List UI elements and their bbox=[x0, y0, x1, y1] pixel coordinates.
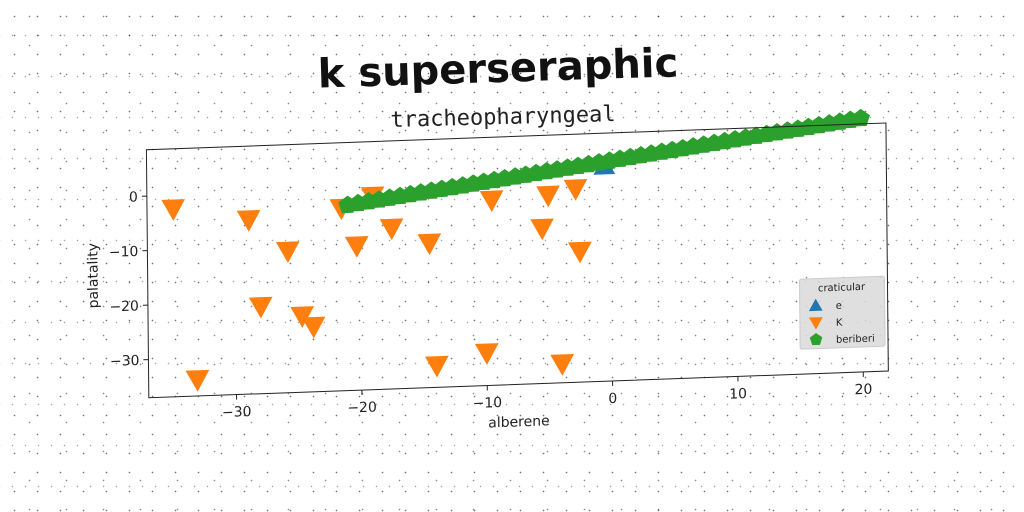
legend-marker-1 bbox=[808, 298, 823, 312]
data-point-series-2-11 bbox=[379, 218, 404, 241]
data-point-series-2-7 bbox=[301, 316, 326, 339]
data-point-series-2-6 bbox=[290, 306, 315, 328]
chart-subtitle-group: tracheopharyngeal bbox=[390, 102, 616, 133]
y-axis-label: palatality bbox=[85, 243, 102, 309]
legend-label-2: K bbox=[836, 318, 843, 329]
chart-subtitle: tracheopharyngeal bbox=[390, 102, 616, 133]
data-point-series-2-14 bbox=[474, 343, 499, 365]
x-tick-label: −10 bbox=[473, 395, 503, 412]
data-point-series-2-3 bbox=[236, 209, 261, 232]
data-point-series-2-20 bbox=[568, 241, 592, 264]
legend-title: craticular bbox=[818, 282, 866, 295]
legend-label-1: e bbox=[836, 301, 842, 312]
data-point-series-2-17 bbox=[536, 185, 560, 208]
x-tick-label: −20 bbox=[347, 400, 377, 417]
y-axis-ticks: 0 −10 −20 −30 bbox=[109, 189, 149, 370]
data-point-series-3-50 bbox=[851, 108, 870, 127]
y-tick-label: −10 bbox=[109, 244, 139, 261]
chart-title-group: k superseraphic bbox=[317, 40, 679, 97]
data-point-series-2-4 bbox=[248, 296, 273, 319]
x-axis-label: alberene bbox=[488, 413, 550, 431]
legend-box bbox=[798, 275, 886, 350]
data-point-series-2-18 bbox=[550, 353, 575, 376]
y-tick-label: −30 bbox=[110, 353, 140, 370]
legend-label-3: beriberi bbox=[836, 333, 875, 345]
data-marks bbox=[161, 108, 870, 392]
y-tick-label: 0 bbox=[129, 189, 138, 205]
plot-area: −30 −20 −10 0 10 20 0 −10 −20 −30 alberene palat… bbox=[85, 108, 889, 431]
chart-title: k superseraphic bbox=[317, 40, 679, 97]
x-axis-ticks: −30 −20 −10 0 10 20 bbox=[222, 371, 872, 421]
x-tick-label: −30 bbox=[222, 404, 252, 421]
data-point-series-2-12 bbox=[417, 233, 442, 256]
legend-marker-2 bbox=[808, 317, 823, 330]
plot-frame bbox=[145, 122, 889, 399]
data-point-series-2-15 bbox=[479, 190, 504, 213]
data-point-series-2-19 bbox=[563, 179, 588, 201]
data-point-series-2-1 bbox=[161, 199, 186, 221]
x-tick-label: 0 bbox=[608, 391, 617, 407]
y-tick-label: −20 bbox=[109, 298, 139, 315]
data-point-series-2-13 bbox=[424, 355, 449, 378]
data-point-series-2-9 bbox=[344, 236, 369, 258]
data-point-series-2-2 bbox=[185, 369, 210, 392]
x-tick-label: 10 bbox=[729, 386, 747, 403]
data-point-series-2-5 bbox=[275, 241, 300, 264]
data-point-series-2-16 bbox=[530, 218, 554, 241]
x-tick-label: 20 bbox=[854, 382, 872, 399]
legend-marker-3 bbox=[809, 333, 823, 346]
